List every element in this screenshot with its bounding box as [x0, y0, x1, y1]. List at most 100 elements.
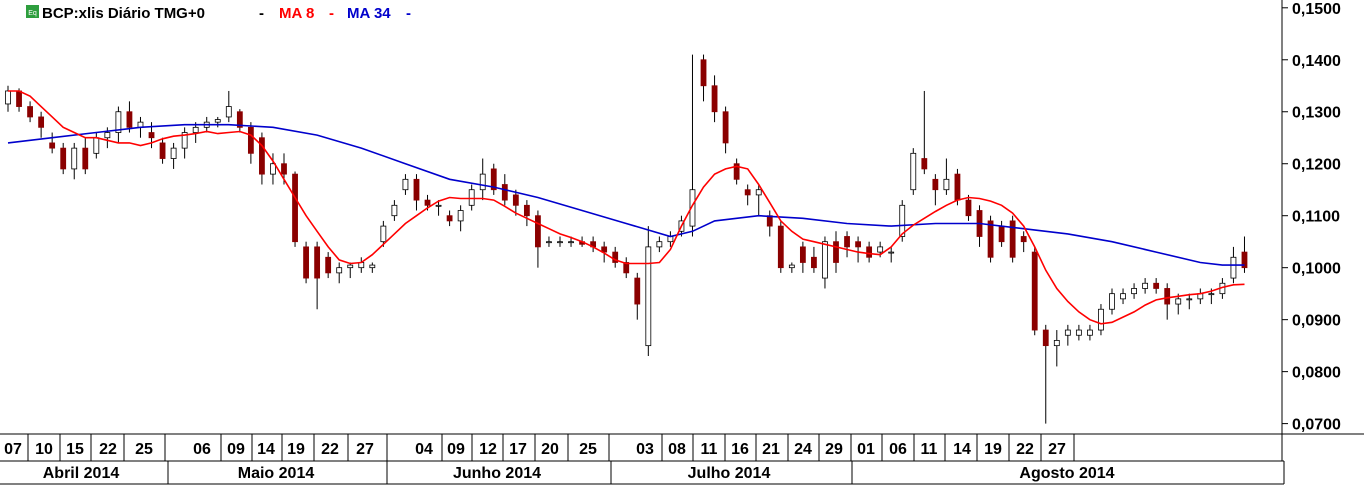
candle-body: [932, 178, 939, 191]
candle-body: [281, 163, 287, 175]
x-tick-label: 25: [135, 441, 153, 458]
candle: [1031, 246, 1038, 336]
candle: [71, 142, 78, 180]
candle: [523, 200, 530, 227]
candle-body: [535, 215, 541, 248]
candle-body: [49, 142, 56, 149]
x-tick-label: 19: [984, 441, 1002, 458]
candle: [413, 174, 420, 211]
candle: [435, 200, 442, 216]
candle-body: [60, 147, 67, 170]
y-axis: 0,0700 0,0800 0,0900 0,1000 0,1100 0,1200 0,13…: [1282, 1, 1341, 434]
candle-body: [822, 241, 828, 279]
candle: [965, 194, 972, 221]
candle-body: [314, 246, 321, 279]
candle-body: [1009, 220, 1016, 258]
candle-body: [965, 199, 972, 217]
candle-body: [601, 246, 608, 253]
candle: [1109, 288, 1115, 315]
candle: [259, 132, 265, 185]
candle: [1009, 215, 1016, 263]
candle: [336, 262, 343, 284]
candle: [1098, 304, 1104, 336]
candle-body: [1230, 256, 1237, 279]
moving-averages: [7, 90, 1245, 325]
legend-symbol-dash: -: [259, 5, 264, 22]
candle-body: [126, 111, 133, 128]
y-tick-label: 0,0900: [1292, 313, 1341, 330]
x-tick-label: 29: [825, 441, 843, 458]
candle-body: [833, 241, 839, 263]
candle-body: [1031, 251, 1038, 331]
candle: [60, 142, 67, 175]
candle: [93, 132, 100, 159]
ma8-line: [8, 90, 1245, 325]
month-label: Julho 2014: [688, 465, 771, 482]
candle-body: [391, 204, 398, 217]
candle-body: [468, 189, 475, 206]
x-tick-label: 17: [509, 441, 527, 458]
candle-body: [1042, 329, 1049, 347]
candle: [943, 158, 950, 195]
candle: [921, 90, 928, 175]
x-axis: 07 10 15 22 25 06 09 14 19 22 27 04 09 12 17 20 25 03 08 11…: [4, 434, 1285, 484]
candle: [766, 210, 773, 237]
candle-body: [954, 173, 961, 201]
candle-body: [413, 178, 420, 201]
candle: [811, 246, 817, 273]
candle: [170, 142, 177, 169]
x-tick-label: 09: [447, 441, 465, 458]
candle: [1075, 324, 1082, 341]
candle-body: [1241, 251, 1248, 269]
x-tick-label: 25: [579, 441, 597, 458]
candle-body: [777, 225, 784, 269]
candle-body: [788, 264, 795, 269]
candle: [755, 184, 762, 216]
candle-body: [744, 189, 751, 196]
candle: [479, 158, 486, 201]
candle-body: [380, 225, 387, 243]
candle: [1053, 330, 1060, 367]
month-label: Junho 2014: [453, 465, 541, 482]
candle: [1064, 324, 1071, 346]
candle: [700, 54, 707, 102]
x-tick-label: 07: [4, 441, 22, 458]
candle-body: [148, 132, 155, 139]
x-tick-label: 24: [794, 441, 812, 458]
candle-body: [799, 246, 806, 263]
candle-body: [457, 210, 464, 222]
legend-ma8-dash: -: [329, 5, 334, 22]
candle-body: [446, 215, 453, 222]
candle: [369, 262, 376, 273]
candle-body: [270, 163, 276, 175]
candle: [457, 205, 464, 232]
candle-body: [5, 90, 11, 105]
candle: [358, 257, 365, 273]
candle-body: [424, 199, 431, 206]
candle-body: [490, 168, 497, 191]
y-tick-label: 0,1000: [1292, 261, 1341, 278]
candle-body: [844, 236, 850, 248]
candle: [634, 272, 641, 320]
candle: [38, 111, 45, 138]
candle: [225, 90, 232, 123]
candle-body: [1109, 293, 1115, 310]
candle: [181, 127, 188, 159]
candle: [214, 116, 221, 128]
candle-body: [899, 204, 906, 237]
month-label: Abril 2014: [43, 465, 120, 482]
candle: [888, 246, 895, 263]
candle: [744, 184, 751, 206]
x-tick-label: 01: [857, 441, 875, 458]
y-tick-label: 0,1500: [1292, 1, 1341, 18]
candle-body: [1098, 308, 1104, 331]
candle-body: [766, 215, 773, 227]
candle-body: [1186, 298, 1193, 301]
x-tick-label: 11: [701, 441, 718, 458]
candle: [1131, 283, 1137, 299]
candle: [1175, 293, 1182, 315]
candle: [546, 236, 552, 247]
candle: [325, 252, 332, 279]
equity-badge-text: Eq: [28, 10, 37, 17]
